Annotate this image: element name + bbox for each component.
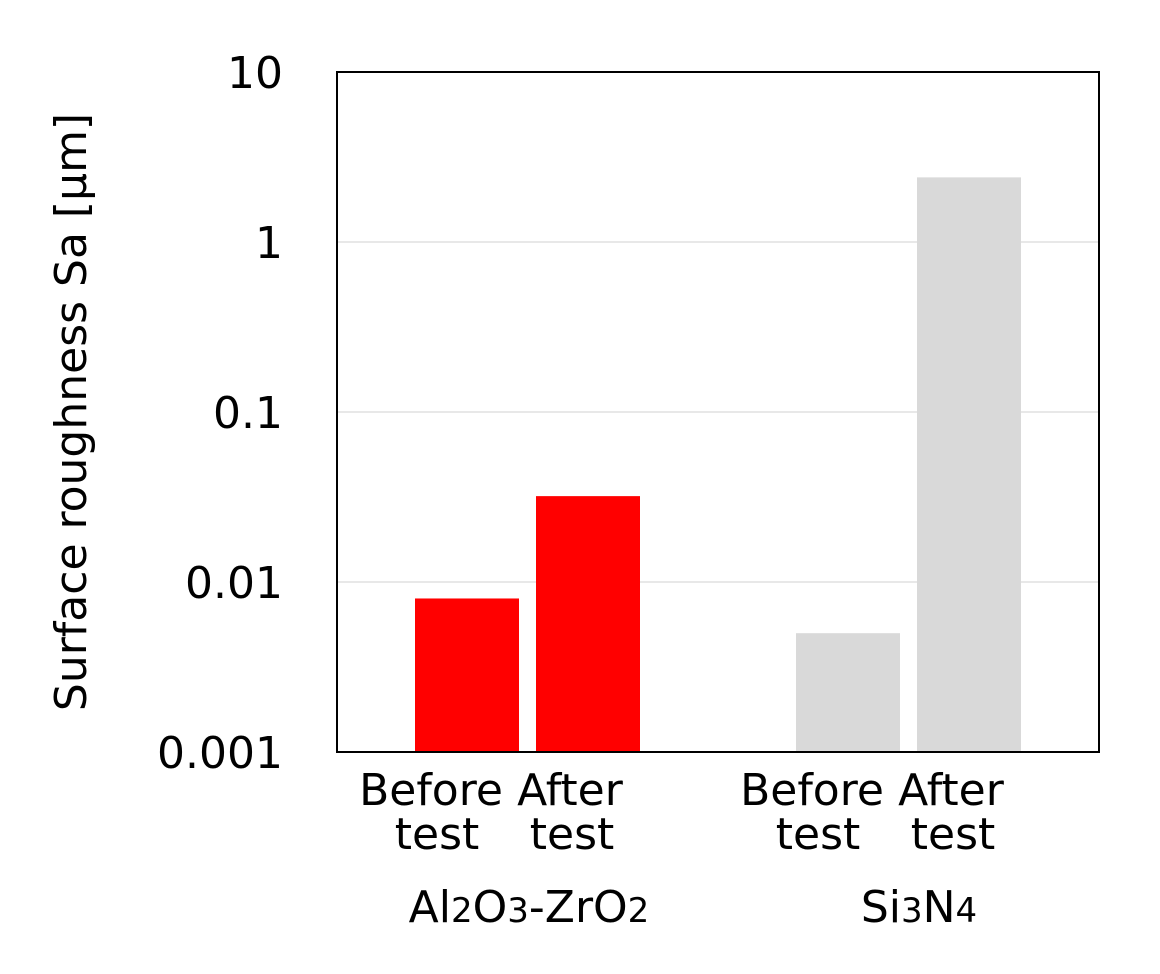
category-label-line1: After	[517, 765, 624, 816]
category-label-line2: test	[395, 809, 480, 860]
group-labels: Al2O3-ZrO2 Si3N4	[409, 882, 978, 933]
bar	[536, 496, 640, 752]
category-label-line1: Before	[359, 765, 503, 816]
y-tick-label: 1	[255, 218, 283, 269]
category-label-line1: After	[898, 765, 1005, 816]
group-label: Al2O3-ZrO2	[409, 882, 650, 933]
category-label-line2: test	[530, 809, 615, 860]
y-tick-label: 0.001	[157, 728, 283, 779]
bars	[415, 177, 1021, 753]
bar	[796, 633, 900, 752]
plot-frame	[336, 71, 1100, 753]
category-label-line1: Before	[740, 765, 884, 816]
group-label: Si3N4	[861, 882, 977, 933]
bar	[415, 598, 519, 752]
bar	[917, 177, 1021, 753]
y-tick-label: 0.01	[185, 558, 283, 609]
category-label-line2: test	[911, 809, 996, 860]
y-tick-label: 10	[227, 48, 283, 99]
category-label-line2: test	[776, 809, 861, 860]
y-tick-label: 0.1	[213, 388, 283, 439]
y-tick-labels: 0.001 0.01 0.1 1 10	[157, 48, 283, 779]
y-axis-label: Surface roughness Sa [µm]	[46, 113, 97, 711]
